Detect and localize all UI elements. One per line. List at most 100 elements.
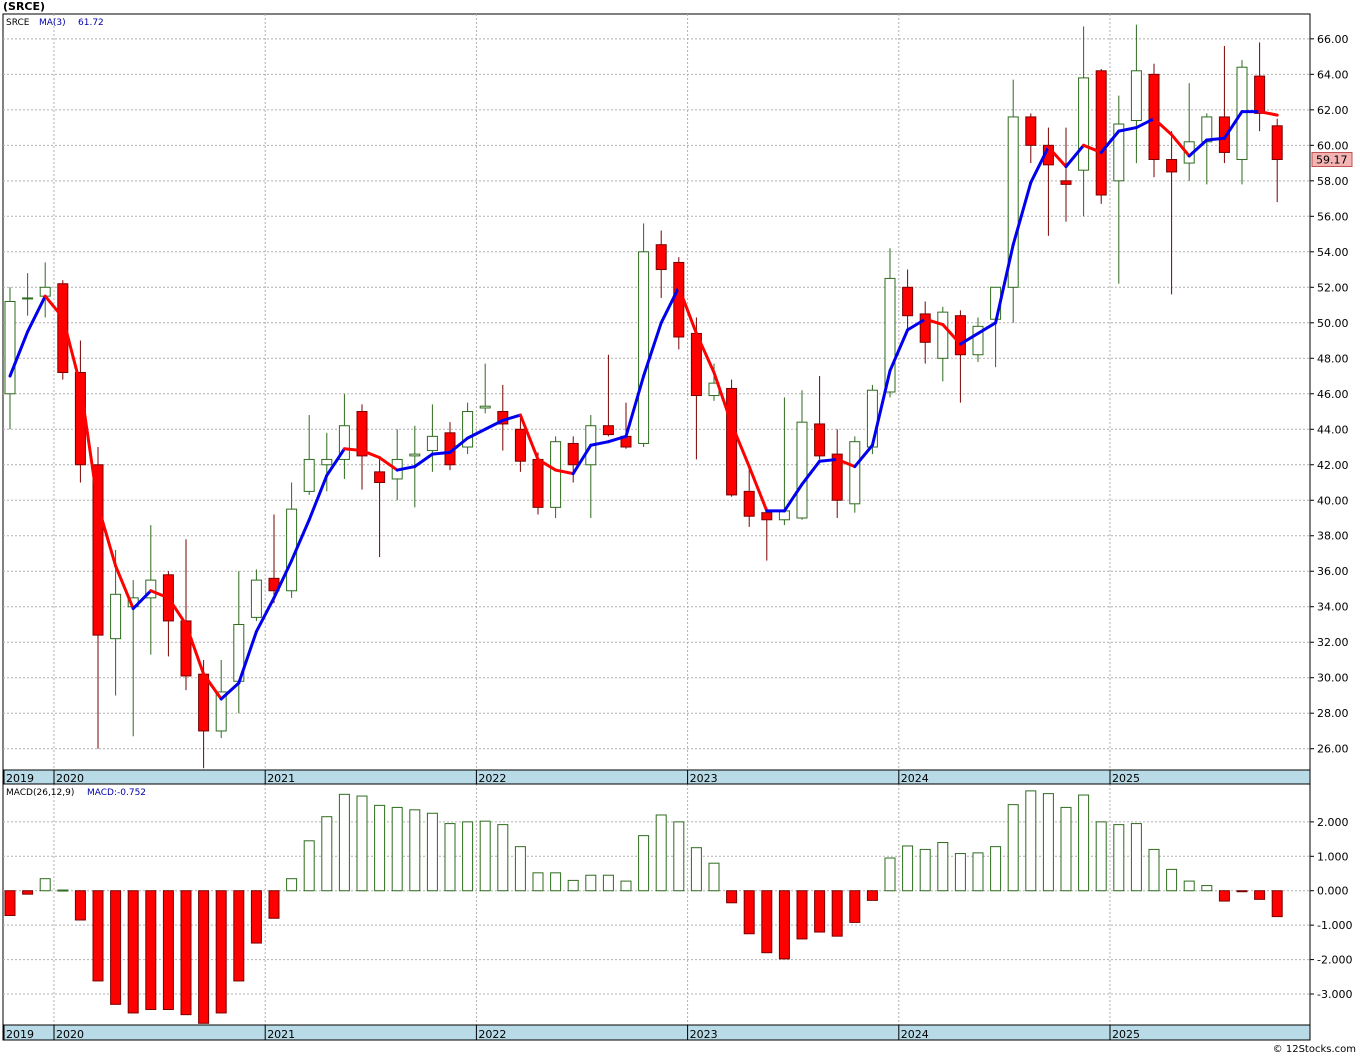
macd-tick-label: 1.000 xyxy=(1317,850,1349,863)
candle-body xyxy=(145,579,157,599)
ma3-line-segment xyxy=(536,457,558,472)
ma3-line-segment xyxy=(149,589,170,600)
candle-body xyxy=(1113,123,1125,182)
macd-bar xyxy=(1042,793,1054,892)
macd-tick-label: -3.000 xyxy=(1317,988,1352,1001)
candle-body xyxy=(215,691,227,732)
price-panel-frame xyxy=(2,13,1311,771)
ma3-line-segment xyxy=(114,564,135,611)
ma3-line-segment xyxy=(589,440,610,447)
macd-bar xyxy=(4,890,16,917)
candle-body xyxy=(303,458,315,492)
macd-bar xyxy=(796,890,808,940)
ma3-line-segment xyxy=(1099,129,1121,154)
macd-tick-label: -1.000 xyxy=(1317,919,1352,932)
price-tick-label: 46.00 xyxy=(1317,388,1349,401)
ma3-line-segment xyxy=(254,596,276,634)
macd-bar xyxy=(1130,823,1142,892)
ma3-line-segment xyxy=(976,321,998,335)
macd-bar xyxy=(74,890,86,921)
macd-bar xyxy=(250,890,262,944)
macd-bar xyxy=(919,848,931,892)
ma3-line-segment xyxy=(448,436,470,454)
ma3-line-segment xyxy=(378,456,399,472)
macd-bar xyxy=(1060,806,1072,892)
x-axis-year-label: 2021 xyxy=(267,772,295,785)
macd-bar xyxy=(1201,885,1213,892)
candle-body xyxy=(198,673,210,732)
macd-bar xyxy=(690,847,702,892)
candle-body xyxy=(1218,116,1230,153)
candle-body xyxy=(1007,116,1019,288)
ma3-line-segment xyxy=(835,457,857,469)
ma3-line-segment xyxy=(166,596,188,626)
credit-label: © 12Stocks.com xyxy=(1272,1044,1356,1055)
macd-legend-value: MACD:-0.752 xyxy=(87,788,146,798)
candle-body xyxy=(814,423,826,457)
macd-bar xyxy=(673,821,685,892)
macd-bar xyxy=(39,878,51,892)
ma3-line-segment xyxy=(642,321,663,378)
ma3-line-segment xyxy=(571,443,593,476)
price-tick-label: 36.00 xyxy=(1317,565,1349,578)
ma3-line-segment xyxy=(730,422,751,469)
ma3-line-segment xyxy=(1046,145,1068,169)
ma3-line-segment xyxy=(360,449,382,460)
ma3-line-segment xyxy=(131,589,153,611)
price-tick-label: 48.00 xyxy=(1317,352,1349,365)
macd-bar xyxy=(198,890,210,1024)
x-axis-band xyxy=(2,1024,1311,1041)
macd-bar xyxy=(1166,868,1178,892)
candle-body xyxy=(426,435,438,452)
macd-bar xyxy=(303,840,315,892)
macd-bar xyxy=(286,878,298,892)
candle-body xyxy=(972,325,984,356)
chart-title: (SRCE) xyxy=(3,0,46,13)
ma3-line-segment xyxy=(483,418,505,431)
price-tick-label: 50.00 xyxy=(1317,317,1349,330)
candle-body xyxy=(1148,73,1160,161)
macd-bar xyxy=(92,890,104,982)
ma3-line-segment xyxy=(747,465,769,513)
macd-bar xyxy=(778,890,790,960)
macd-bar xyxy=(585,874,597,892)
ma3-line-segment xyxy=(78,383,100,508)
candle-body xyxy=(180,620,192,677)
ma3-line-segment xyxy=(906,317,927,332)
price-tick-label: 30.00 xyxy=(1317,672,1349,685)
ma-legend-label: MA(3) xyxy=(39,18,66,28)
ma3-line-segment xyxy=(941,323,962,346)
ma3-line-segment xyxy=(1117,126,1138,133)
macd-bar xyxy=(444,823,456,892)
candle-body xyxy=(532,458,544,508)
candle-body xyxy=(1095,70,1107,196)
macd-legend-label: MACD(26,12,9) xyxy=(6,788,74,798)
price-tick-label: 62.00 xyxy=(1317,104,1349,117)
macd-bar xyxy=(655,814,667,892)
x-axis-year-label: 2023 xyxy=(690,772,718,785)
price-tick-label: 42.00 xyxy=(1317,459,1349,472)
ma3-line-segment xyxy=(8,330,30,378)
last-price-label: 59.17 xyxy=(1316,154,1348,167)
macd-bar xyxy=(1148,848,1160,892)
candle-body xyxy=(550,441,562,508)
candle-body xyxy=(110,593,122,640)
ma3-line-segment xyxy=(624,374,646,438)
candle-body xyxy=(1201,116,1213,143)
price-tick-label: 60.00 xyxy=(1317,139,1349,152)
macd-bar xyxy=(338,793,350,892)
macd-bar xyxy=(514,846,526,892)
x-axis-year-label: 2022 xyxy=(478,1028,506,1041)
candle-body xyxy=(479,405,491,409)
candle-body xyxy=(726,387,738,496)
macd-bar xyxy=(1271,890,1283,918)
candle-body xyxy=(1060,180,1072,185)
macd-bar xyxy=(233,890,245,982)
price-tick-label: 26.00 xyxy=(1317,743,1349,756)
macd-bar xyxy=(761,890,773,954)
candle-body xyxy=(655,244,667,271)
x-axis-year-label: 2021 xyxy=(267,1028,295,1041)
candle-body xyxy=(22,297,34,300)
macd-bar xyxy=(972,852,984,892)
price-tick-label: 40.00 xyxy=(1317,494,1349,507)
